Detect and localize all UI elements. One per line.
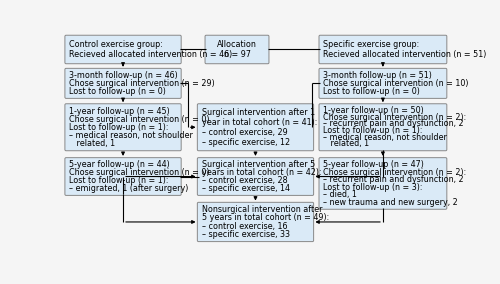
Text: years in total cohort (n = 42):: years in total cohort (n = 42): [202, 168, 321, 177]
Text: Chose surgical intervention (n = 2):: Chose surgical intervention (n = 2): [323, 113, 466, 122]
Text: – emigrated, 1 (after surgery): – emigrated, 1 (after surgery) [69, 183, 188, 193]
FancyBboxPatch shape [319, 158, 447, 209]
FancyBboxPatch shape [65, 104, 181, 151]
Text: Recieved allocated intervention (n = 51): Recieved allocated intervention (n = 51) [323, 50, 486, 59]
Text: Lost to follow-up (n = 1):: Lost to follow-up (n = 1): [69, 176, 168, 185]
Text: 3-month follow-up (n = 46): 3-month follow-up (n = 46) [69, 71, 178, 80]
Text: Chose surgical intervention (n = 2):: Chose surgical intervention (n = 2): [323, 168, 466, 177]
Text: – medical reason, not shoulder: – medical reason, not shoulder [69, 131, 193, 140]
Text: Lost to follow-up (n = 0): Lost to follow-up (n = 0) [69, 87, 166, 95]
Text: Lost to follow-up (n = 1):: Lost to follow-up (n = 1): [69, 123, 168, 132]
FancyBboxPatch shape [65, 158, 181, 195]
Text: n = 97: n = 97 [224, 50, 250, 59]
Text: 5-year follow-up (n = 47): 5-year follow-up (n = 47) [323, 160, 424, 169]
FancyBboxPatch shape [319, 35, 447, 64]
Text: Chose surgical intervention (n = 10): Chose surgical intervention (n = 10) [323, 79, 468, 88]
Text: Nonsurgical intervention after: Nonsurgical intervention after [202, 205, 322, 214]
Text: Chose surgical intervention (n = 0): Chose surgical intervention (n = 0) [69, 168, 210, 177]
Text: – specific exercise, 33: – specific exercise, 33 [202, 229, 290, 239]
Text: – died, 1: – died, 1 [323, 190, 357, 199]
Text: – medical reason, not shoulder: – medical reason, not shoulder [323, 133, 447, 142]
Text: related, 1: related, 1 [323, 139, 370, 149]
FancyBboxPatch shape [319, 68, 447, 98]
Text: – new trauma and new surgery, 2: – new trauma and new surgery, 2 [323, 198, 458, 206]
Text: related, 1: related, 1 [69, 139, 116, 148]
Text: Chose surgical intervention (n = 29): Chose surgical intervention (n = 29) [69, 79, 215, 88]
Text: – recurrent pain and dysfunction, 2: – recurrent pain and dysfunction, 2 [323, 175, 464, 184]
FancyBboxPatch shape [65, 68, 181, 98]
Text: 5 years in total cohort (n = 49):: 5 years in total cohort (n = 49): [202, 213, 329, 222]
Text: – control exercise, 16: – control exercise, 16 [202, 222, 287, 231]
Text: Lost to follow-up (n = 1):: Lost to follow-up (n = 1): [323, 126, 422, 135]
Text: – control exercise, 29: – control exercise, 29 [202, 128, 288, 137]
FancyBboxPatch shape [205, 35, 269, 64]
Text: Recieved allocated intervention (n = 46): Recieved allocated intervention (n = 46) [69, 50, 232, 59]
Text: year in total cohort (n = 41):: year in total cohort (n = 41): [202, 118, 317, 127]
FancyBboxPatch shape [198, 158, 314, 195]
Text: Specific exercise group:: Specific exercise group: [323, 39, 420, 49]
FancyBboxPatch shape [198, 104, 314, 151]
Text: Surgical intervention after 1: Surgical intervention after 1 [202, 108, 314, 117]
FancyBboxPatch shape [198, 202, 314, 242]
Text: – recurrent pain and dysfunction, 2: – recurrent pain and dysfunction, 2 [323, 119, 464, 128]
Text: – specific exercise, 14: – specific exercise, 14 [202, 183, 290, 193]
Text: Lost to follow-up (n = 0): Lost to follow-up (n = 0) [323, 87, 420, 95]
FancyBboxPatch shape [65, 35, 181, 64]
Text: – specific exercise, 12: – specific exercise, 12 [202, 138, 290, 147]
Text: 3-month follow-up (n = 51): 3-month follow-up (n = 51) [323, 71, 432, 80]
Text: Chose surgical intervention (n = 0): Chose surgical intervention (n = 0) [69, 115, 210, 124]
FancyBboxPatch shape [319, 104, 447, 151]
Text: 1-year follow-up (n = 45): 1-year follow-up (n = 45) [69, 107, 170, 116]
Text: 5-year follow-up (n = 44): 5-year follow-up (n = 44) [69, 160, 170, 170]
Text: 1-year follow-up (n = 50): 1-year follow-up (n = 50) [323, 106, 424, 115]
Text: Surgical intervention after 5: Surgical intervention after 5 [202, 160, 315, 170]
Text: Control exercise group:: Control exercise group: [69, 39, 163, 49]
Text: Lost to follow-up (n = 3):: Lost to follow-up (n = 3): [323, 183, 422, 192]
Text: Allocation: Allocation [217, 39, 257, 49]
Text: – control exercise, 28: – control exercise, 28 [202, 176, 287, 185]
